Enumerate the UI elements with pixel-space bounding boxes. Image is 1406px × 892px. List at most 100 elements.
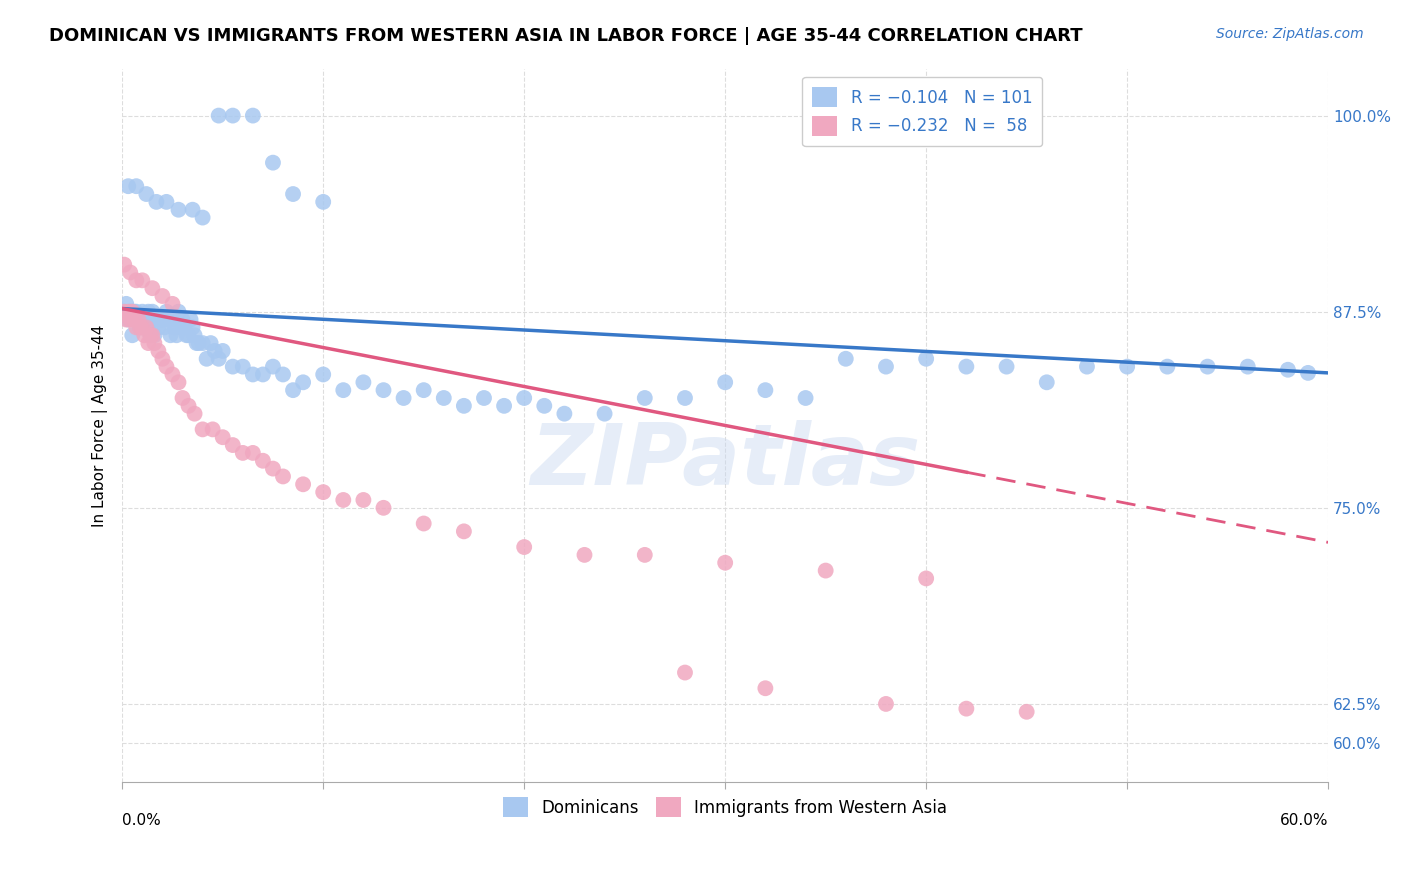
Point (141, 281, 163, 295)
Point (115, 312, 138, 326)
Point (117, 312, 139, 326)
Point (167, 202, 190, 217)
Point (292, 376, 315, 390)
Point (120, 312, 142, 326)
Point (673, 665, 696, 680)
Point (271, 469, 294, 483)
Point (120, 304, 142, 318)
Point (191, 422, 214, 436)
Point (574, 548, 596, 562)
Text: ZIPatlas: ZIPatlas (530, 419, 921, 503)
Point (112, 258, 135, 272)
Point (181, 320, 204, 334)
Point (135, 187, 157, 202)
Text: DOMINICAN VS IMMIGRANTS FROM WESTERN ASIA IN LABOR FORCE | AGE 35-44 CORRELATION: DOMINICAN VS IMMIGRANTS FROM WESTERN ASI… (49, 27, 1083, 45)
Point (127, 312, 149, 326)
Point (271, 368, 294, 382)
Point (412, 383, 434, 397)
Point (252, 368, 274, 382)
Point (163, 320, 186, 334)
Point (173, 320, 195, 334)
Point (167, 376, 190, 390)
Point (152, 312, 174, 326)
Point (138, 304, 160, 318)
Point (112, 304, 135, 318)
Point (453, 524, 475, 539)
Point (135, 320, 157, 334)
Point (167, 304, 190, 318)
Point (1156, 359, 1178, 374)
Point (124, 304, 146, 318)
Point (915, 351, 938, 366)
Point (172, 391, 194, 405)
Point (332, 493, 354, 508)
Point (187, 336, 209, 351)
Point (634, 391, 657, 405)
Point (125, 179, 148, 194)
Point (242, 446, 264, 460)
Point (177, 399, 200, 413)
Point (125, 304, 148, 318)
Point (177, 328, 200, 343)
Point (373, 500, 395, 515)
Point (472, 391, 495, 405)
Point (352, 376, 374, 390)
Point (1076, 359, 1098, 374)
Point (453, 399, 475, 413)
Point (754, 681, 776, 696)
Point (714, 376, 737, 390)
Point (955, 701, 977, 715)
Point (513, 540, 536, 554)
Point (281, 383, 304, 397)
Point (634, 548, 657, 562)
Point (121, 328, 143, 343)
Point (141, 304, 163, 318)
Point (149, 312, 172, 326)
Point (134, 312, 156, 326)
Point (143, 328, 166, 343)
Point (1277, 363, 1299, 377)
Point (145, 312, 167, 326)
Point (875, 697, 897, 711)
Point (155, 194, 177, 209)
Text: 0.0%: 0.0% (122, 813, 160, 828)
Point (1296, 366, 1319, 380)
Point (148, 320, 170, 334)
Point (143, 336, 166, 351)
Point (131, 304, 153, 318)
Point (232, 446, 254, 460)
Point (129, 320, 152, 334)
Point (915, 571, 938, 585)
Point (139, 328, 162, 343)
Y-axis label: In Labor Force | Age 35-44: In Labor Force | Age 35-44 (93, 325, 108, 526)
Point (138, 320, 160, 334)
Point (312, 485, 335, 500)
Point (176, 328, 198, 343)
Point (312, 368, 335, 382)
Point (242, 109, 264, 123)
Point (593, 407, 616, 421)
Point (191, 211, 214, 225)
Point (157, 312, 180, 326)
Point (195, 351, 218, 366)
Point (183, 328, 205, 343)
Point (115, 297, 138, 311)
Point (153, 320, 176, 334)
Point (159, 328, 181, 343)
Point (124, 312, 146, 326)
Point (332, 383, 354, 397)
Point (222, 359, 245, 374)
Point (392, 391, 415, 405)
Point (412, 516, 434, 531)
Point (494, 399, 516, 413)
Point (125, 320, 148, 334)
Point (673, 391, 696, 405)
Point (373, 383, 395, 397)
Point (553, 407, 575, 421)
Point (152, 351, 174, 366)
Point (121, 304, 143, 318)
Point (714, 556, 737, 570)
Point (131, 320, 153, 334)
Point (232, 359, 254, 374)
Point (835, 351, 858, 366)
